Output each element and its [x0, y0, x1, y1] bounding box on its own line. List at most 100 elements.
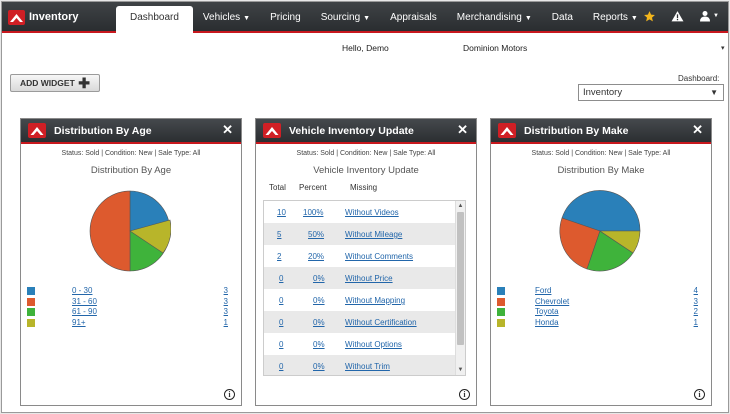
legend-value[interactable]: 3: [693, 296, 698, 306]
scroll-up-icon[interactable]: ▲: [457, 203, 464, 209]
add-widget-button[interactable]: ADD WIDGET ✚: [10, 74, 100, 92]
close-icon[interactable]: ✕: [222, 122, 233, 137]
brand[interactable]: Inventory: [8, 8, 79, 26]
legend-value[interactable]: 3: [223, 296, 228, 306]
widget-header[interactable]: Distribution By Age ✕: [21, 119, 241, 144]
menu-item-data[interactable]: Data: [542, 6, 583, 33]
legend-value[interactable]: 1: [223, 317, 228, 327]
cell-percent[interactable]: 0%: [313, 296, 325, 305]
menu-item-sourcing[interactable]: Sourcing ▼: [311, 6, 380, 33]
widget-header[interactable]: Vehicle Inventory Update ✕: [256, 119, 476, 144]
table-row: 0 0% Without Mapping: [264, 289, 465, 311]
cell-percent[interactable]: 0%: [313, 362, 325, 371]
legend-value[interactable]: 3: [223, 307, 228, 316]
legend-value[interactable]: 2: [693, 307, 698, 316]
cell-total[interactable]: 0: [279, 340, 284, 349]
legend-label[interactable]: Honda: [535, 317, 559, 327]
pie-slice-31-60[interactable]: [89, 190, 131, 272]
menu-item-pricing[interactable]: Pricing: [260, 6, 311, 33]
cell-total[interactable]: 10: [277, 208, 286, 217]
legend-swatch: [27, 297, 35, 306]
legend-label[interactable]: 31 - 60: [72, 296, 97, 306]
table-header: Total Percent Missing: [256, 183, 476, 197]
cell-percent[interactable]: 0%: [313, 318, 325, 327]
menu-label: Dashboard: [130, 12, 179, 23]
cell-total[interactable]: 0: [279, 362, 284, 371]
column-header-total[interactable]: Total: [269, 183, 286, 192]
pie-slice-91-plus[interactable]: [129, 219, 171, 254]
info-icon[interactable]: i: [694, 389, 705, 400]
cell-percent[interactable]: 0%: [313, 340, 325, 349]
legend-value[interactable]: 3: [223, 286, 228, 295]
cell-percent[interactable]: 100%: [303, 208, 324, 217]
menu-item-vehicles[interactable]: Vehicles ▼: [193, 6, 260, 33]
close-icon[interactable]: ✕: [457, 122, 468, 137]
widget-logo-icon: [263, 123, 281, 138]
legend-label[interactable]: 91+: [72, 317, 86, 327]
legend-label[interactable]: Chevrolet: [535, 296, 570, 306]
top-nav: Inventory Dashboard Vehicles ▼ Pricing So…: [2, 2, 728, 33]
chevron-down-icon[interactable]: ▾: [721, 45, 725, 52]
cell-missing[interactable]: Without Mileage: [345, 230, 403, 239]
legend-item: 61 - 90 3: [27, 307, 237, 318]
cell-total[interactable]: 2: [277, 252, 282, 261]
cell-missing[interactable]: Without Comments: [345, 252, 414, 261]
cell-missing[interactable]: Without Options: [345, 340, 402, 349]
cell-percent[interactable]: 20%: [308, 252, 325, 261]
legend-item: Honda 1: [497, 318, 707, 329]
cell-missing[interactable]: Without Videos: [345, 208, 399, 217]
table-row: 0 0% Without Options: [264, 333, 465, 355]
table-scrollbar[interactable]: ▲ ▼: [455, 201, 465, 375]
cell-total[interactable]: 0: [279, 274, 284, 283]
chevron-down-icon: ▼: [524, 15, 532, 22]
legend-value[interactable]: 1: [693, 317, 698, 327]
widget-header[interactable]: Distribution By Make ✕: [491, 119, 711, 144]
cell-percent[interactable]: 0%: [313, 274, 325, 283]
cell-total[interactable]: 0: [279, 296, 284, 305]
legend-item: Ford 4: [497, 286, 707, 297]
menu-item-dashboard[interactable]: Dashboard: [116, 6, 193, 33]
brand-logo-icon: [8, 9, 25, 25]
scroll-down-icon[interactable]: ▼: [457, 367, 464, 373]
column-header-missing[interactable]: Missing: [350, 183, 378, 192]
pie-slice-toyota[interactable]: [586, 230, 634, 272]
info-icon[interactable]: i: [459, 389, 470, 400]
legend-label[interactable]: Ford: [535, 286, 552, 295]
cell-missing[interactable]: Without Mapping: [345, 296, 406, 305]
info-icon[interactable]: i: [224, 389, 235, 400]
menu-item-merchandising[interactable]: Merchandising ▼: [447, 6, 542, 33]
pie-slice-chevrolet[interactable]: [559, 217, 601, 270]
greeting: Hello, Demo: [342, 43, 389, 53]
cell-missing[interactable]: Without Certification: [345, 318, 417, 327]
star-icon[interactable]: [642, 9, 656, 23]
legend-value[interactable]: 4: [693, 286, 698, 295]
cell-percent[interactable]: 50%: [308, 230, 325, 239]
menu-item-appraisals[interactable]: Appraisals: [380, 6, 447, 33]
cell-missing[interactable]: Without Price: [345, 274, 393, 283]
user-icon[interactable]: ▼: [698, 9, 720, 23]
legend-label[interactable]: 0 - 30: [72, 286, 93, 295]
close-icon[interactable]: ✕: [692, 122, 703, 137]
table-row: 0 0% Without Trim: [264, 355, 465, 375]
menu-label: Merchandising: [456, 12, 522, 23]
legend-label[interactable]: Toyota: [535, 307, 559, 316]
age-legend: 0 - 30 3 31 - 60 3 61 - 90 3 91+ 1: [27, 286, 237, 328]
scrollbar-thumb[interactable]: [457, 212, 464, 345]
pie-slice-ford[interactable]: [561, 190, 641, 232]
cell-total[interactable]: 5: [277, 230, 282, 239]
dashboard-select[interactable]: Inventory ▼: [578, 84, 724, 101]
cell-missing[interactable]: Without Trim: [345, 362, 390, 371]
brand-name: Inventory: [29, 11, 79, 23]
menu-label: Pricing: [270, 12, 301, 23]
column-header-percent[interactable]: Percent: [299, 183, 327, 192]
menu-item-reports[interactable]: Reports ▼: [583, 6, 648, 33]
plus-icon: ✚: [78, 75, 90, 91]
legend-swatch: [27, 308, 35, 316]
cell-total[interactable]: 0: [279, 318, 284, 327]
widget-subtitle: Distribution By Age: [90, 165, 172, 176]
pie-slice-honda[interactable]: [599, 230, 641, 254]
legend-swatch: [27, 287, 35, 295]
warning-icon[interactable]: [670, 9, 684, 23]
dealer-name[interactable]: Dominion Motors: [463, 43, 528, 53]
legend-label[interactable]: 61 - 90: [72, 307, 97, 316]
